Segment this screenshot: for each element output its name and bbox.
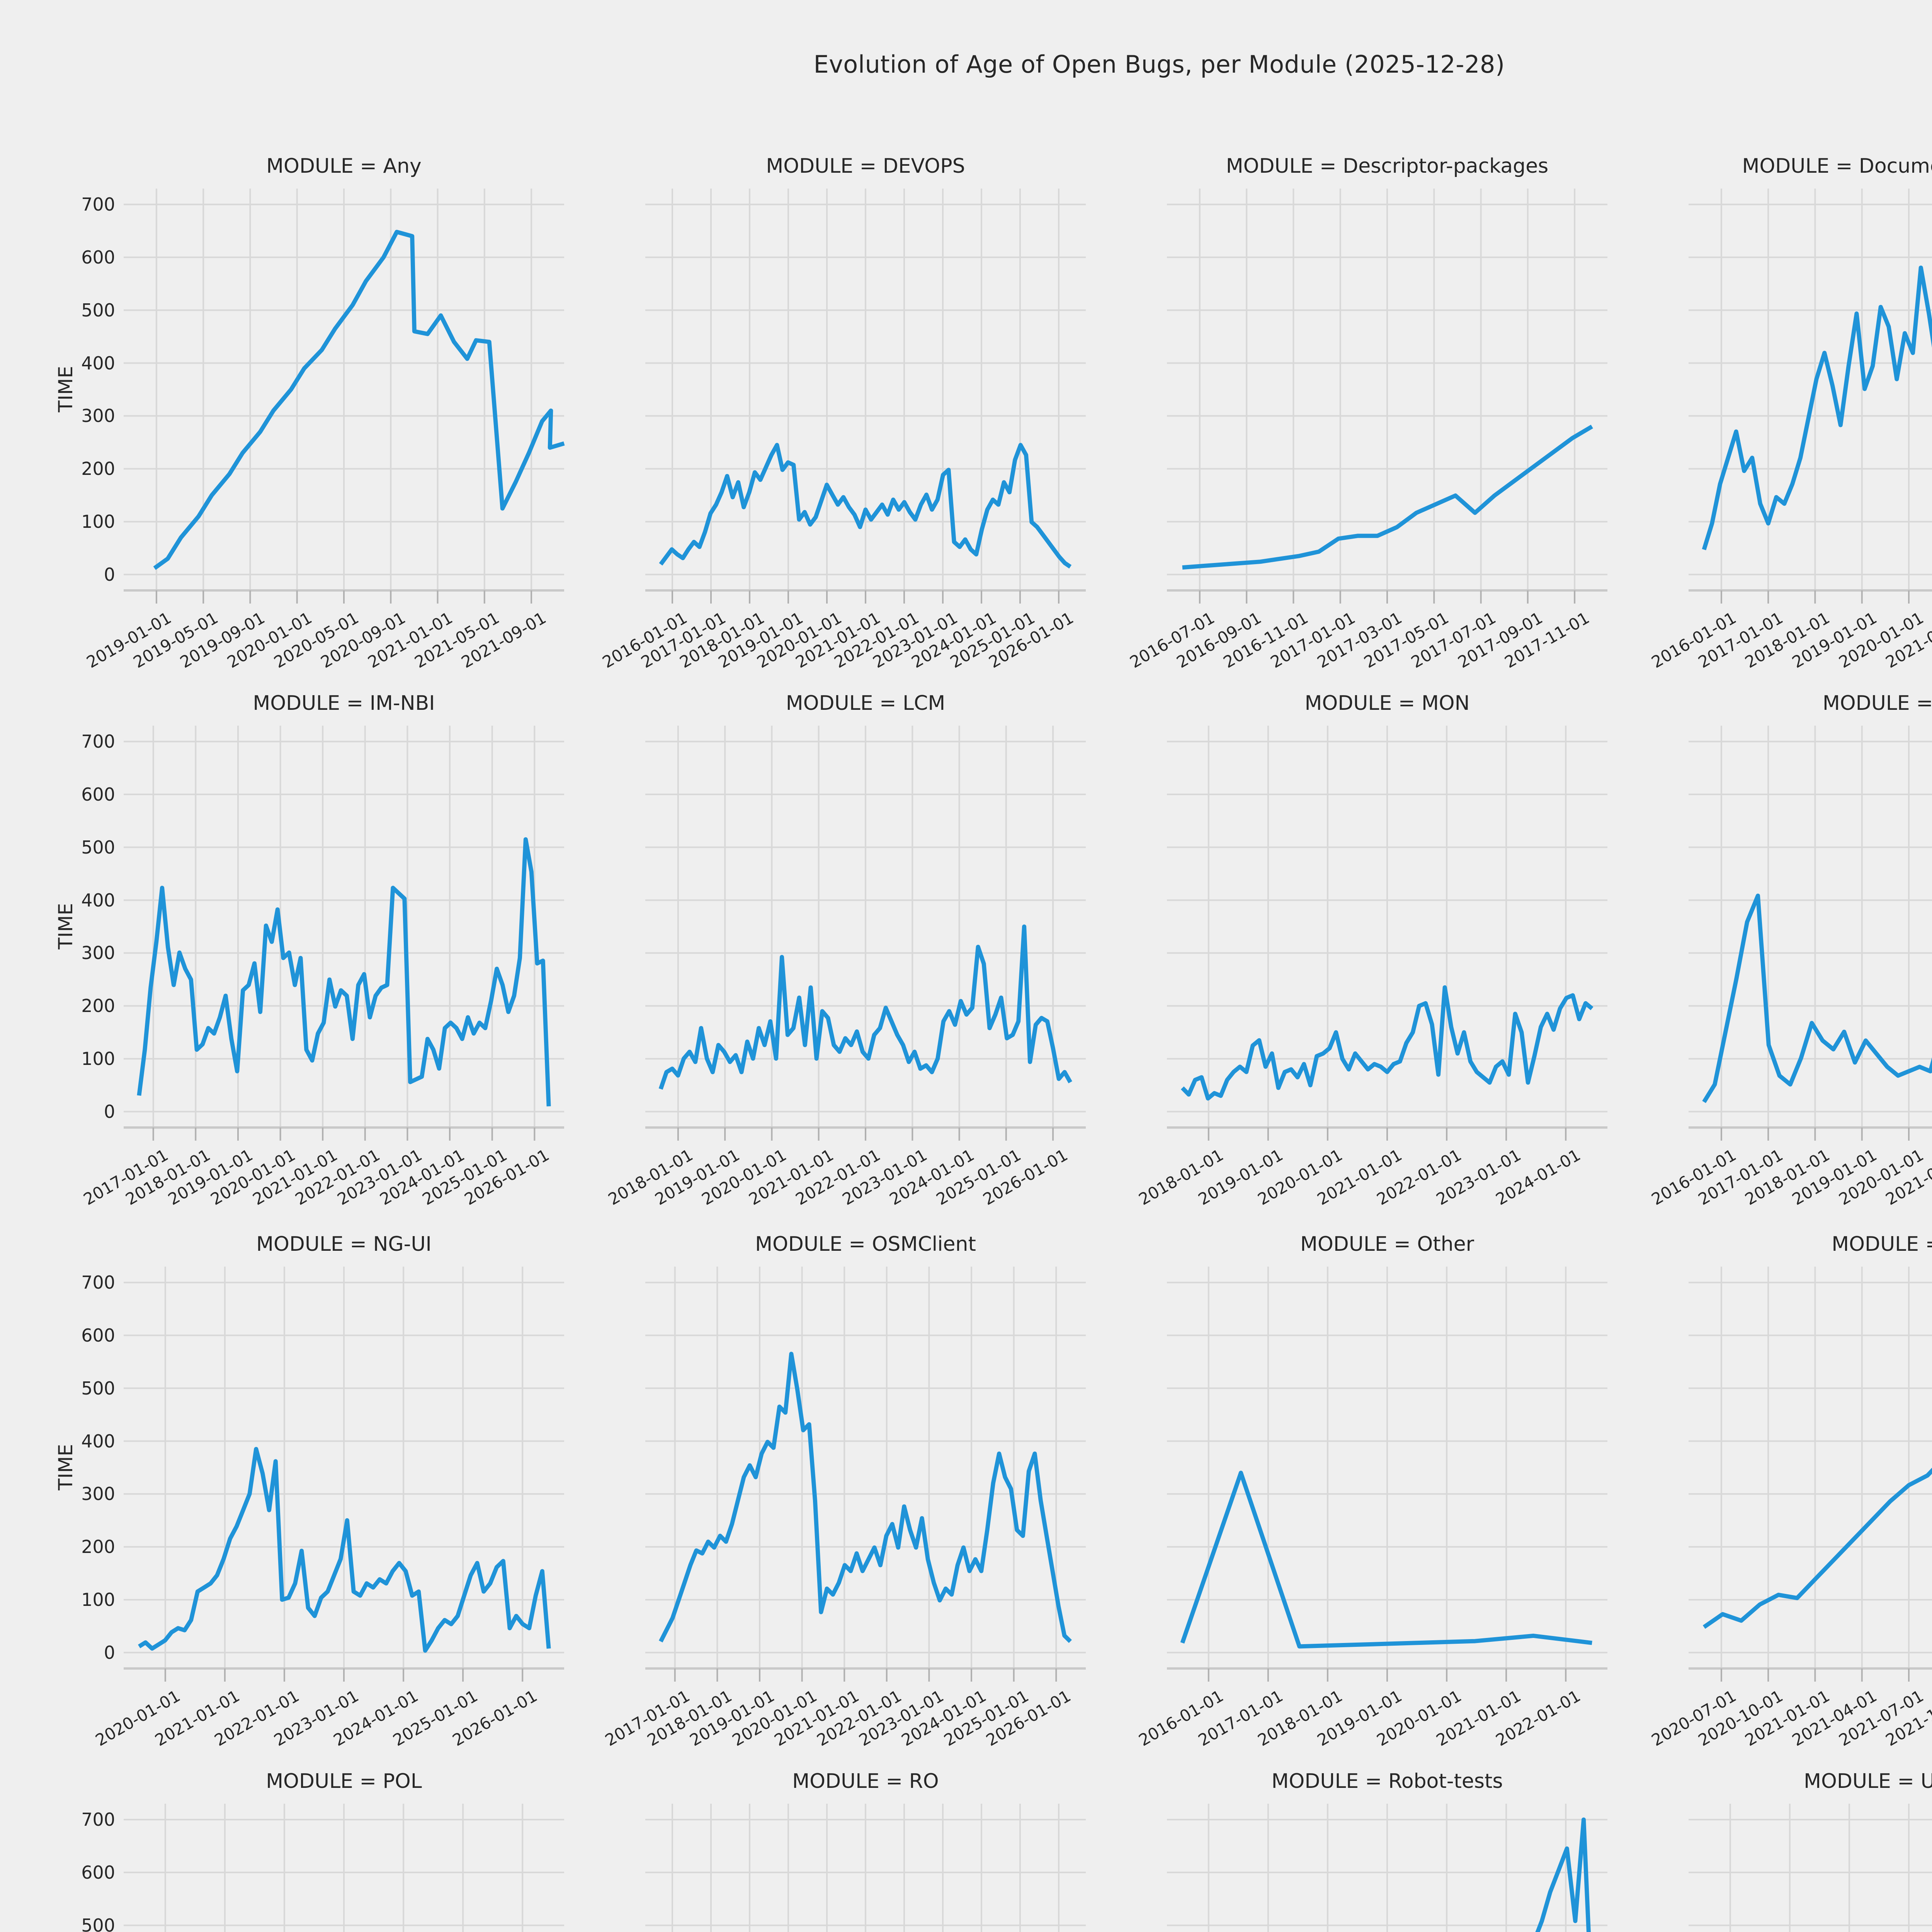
y-tick-label: 300 (81, 405, 115, 427)
y-tick-label: 600 (81, 784, 115, 805)
y-tick-label: 500 (81, 837, 115, 858)
facet-title: MODULE = Robot-tests (1271, 1770, 1503, 1793)
facet-title: MODULE = DEVOPS (766, 155, 965, 178)
y-axis-label: TIME (54, 366, 77, 413)
facet-panel-robot-tests: MODULE = Robot-tests 2020-01-012021-01-01… (1167, 1770, 1607, 1932)
y-tick-label: 300 (81, 942, 115, 964)
facet-title: MODULE = Unknown (1804, 1770, 1932, 1793)
facet-panel-documentation-wiki: MODULE = Documentation / Wiki 2016-01-012… (1648, 155, 1932, 672)
facet-title: MODULE = N2VC (1822, 692, 1932, 715)
facet-title: MODULE = Documentation / Wiki (1742, 155, 1932, 178)
facet-panel-pol: MODULE = POL01002003004005006007002018-0… (81, 1770, 564, 1932)
facet-panel-lcm: MODULE = LCM 2018-01-01 2019-01-01 2020-01-… (605, 692, 1086, 1209)
facet-panel-n2vc: MODULE = N2VC 2016-01-012017-01-012018-01… (1648, 692, 1932, 1209)
facet-panel-osmclient: MODULE = OSMClient 2017-01-01 2018-01-01 20… (602, 1233, 1086, 1750)
facet-title: MODULE = POL (266, 1770, 422, 1793)
plot-area: 2020-01-012021-01-012022-01-012023-01-01… (1167, 1804, 1607, 1932)
y-tick-label: 700 (81, 1272, 115, 1293)
plot-area: 0 100 200 300 400 500 600 700 2017-01-01 2018-01-… (80, 726, 564, 1209)
facet-title: MODULE = IM-NBI (253, 692, 435, 715)
facet-panel-devops: MODULE = DEVOPS 2016-01-01 2017-01-01 2018-… (599, 155, 1086, 672)
facet-panel-im-nbi: MODULE = IM-NBI 0 100 200 300 400 500 600 700 201… (54, 692, 564, 1209)
y-axis-label: TIME (54, 1444, 77, 1491)
y-tick-label: 100 (81, 511, 115, 532)
facet-title: MODULE = RO (792, 1770, 939, 1793)
y-tick-label: 700 (81, 194, 115, 215)
y-axis-label: TIME (54, 903, 77, 950)
y-tick-label: 700 (81, 1809, 115, 1830)
plot-area: 2016-01-012017-01-012018-01-012019-01-01… (1689, 1804, 1932, 1932)
plot-area: 2016-07-01 2016-09-01 2016-11-01 2017-01-01… (1126, 189, 1607, 672)
y-tick-label: 400 (81, 889, 115, 911)
y-tick-label: 600 (81, 1862, 115, 1883)
y-tick-label: 500 (81, 299, 115, 321)
plot-area: 0 100 200 300 400 500 600 700 2020-01-01 2021-01-… (81, 1267, 564, 1750)
facet-panel-ro: MODULE = RO 2016-01-012017-01-012018-01-0… (645, 1770, 1086, 1932)
facet-panel-ng-ui: MODULE = NG-UI 0 100 200 300 400 500 600 700 2020… (54, 1233, 564, 1750)
facet-panel-descriptor-packages: MODULE = Descriptor-packages 2016-07-01 20… (1126, 155, 1607, 672)
facet-title: MODULE = Other (1300, 1233, 1474, 1256)
y-tick-label: 100 (81, 1048, 115, 1070)
facet-panel-any: MODULE = Any 0 100 200 300 400 500 600 700 2019-0… (54, 155, 565, 672)
y-tick-label: 0 (104, 1642, 115, 1663)
facet-title: MODULE = NG-UI (256, 1233, 432, 1256)
y-tick-label: 500 (81, 1378, 115, 1399)
plot-area: 2020-07-01 2020-10-01 2021-01-01 2021-04-01… (1648, 1267, 1932, 1750)
facet-panel-unknown: MODULE = Unknown 2016-01-012017-01-012018… (1689, 1770, 1932, 1932)
plot-area: 2016-01-012017-01-012018-01-012019-01-01… (645, 1804, 1086, 1932)
facet-title: MODULE = OSMClient (755, 1233, 976, 1256)
plot-area: 2018-01-01 2019-01-01 2020-01-01 2021-01-01… (1135, 726, 1607, 1209)
y-tick-label: 200 (81, 1536, 115, 1558)
y-tick-label: 500 (81, 1915, 115, 1932)
facet-title: MODULE = LCM (786, 692, 946, 715)
facet-title: MODULE = Any (266, 155, 422, 178)
plot-area: 01002003004005006007002018-01-012019-01-… (81, 1804, 564, 1932)
plot-area: 0 100 200 300 400 500 600 700 2019-01-01 2019-05-… (81, 189, 565, 672)
facet-title: MODULE = PLA (1832, 1233, 1932, 1256)
y-tick-label: 0 (104, 1101, 115, 1122)
y-tick-label: 400 (81, 1430, 115, 1452)
y-tick-label: 200 (81, 458, 115, 480)
y-tick-label: 400 (81, 352, 115, 374)
plot-area: 2018-01-01 2019-01-01 2020-01-01 2021-01-01… (605, 726, 1086, 1209)
facet-title: MODULE = Descriptor-packages (1226, 155, 1549, 178)
plot-area: 2017-01-01 2018-01-01 2019-01-01 2020-01-01… (602, 1267, 1086, 1750)
facet-title: MODULE = MON (1304, 692, 1470, 715)
figure-title: Evolution of Age of Open Bugs, per Modul… (813, 50, 1505, 78)
y-tick-label: 100 (81, 1589, 115, 1611)
y-tick-label: 300 (81, 1483, 115, 1505)
facet-panel-mon: MODULE = MON 2018-01-01 2019-01-01 2020-01-… (1135, 692, 1607, 1209)
y-tick-label: 600 (81, 247, 115, 268)
y-tick-label: 700 (81, 731, 115, 752)
y-tick-label: 600 (81, 1325, 115, 1346)
y-tick-label: 0 (104, 564, 115, 585)
y-tick-label: 200 (81, 995, 115, 1017)
facet-panel-pla: MODULE = PLA 2020-07-012020-10-012021-01-… (1648, 1233, 1932, 1750)
facet-panel-other: MODULE = Other 2016-01-01 2017-01-01 2018-0… (1135, 1233, 1607, 1750)
